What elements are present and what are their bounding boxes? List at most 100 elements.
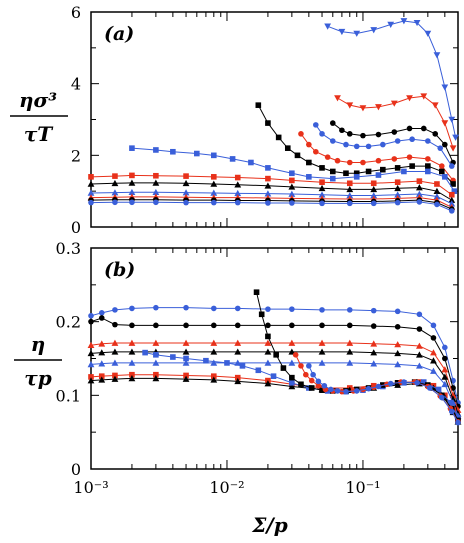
data-point-a-6: [442, 174, 448, 180]
data-point-b-1: [153, 322, 159, 329]
data-point-a-0: [338, 28, 346, 36]
data-point-a-12: [112, 199, 118, 206]
data-point-a-2: [346, 131, 353, 137]
data-point-b-6: [98, 376, 106, 383]
data-point-b-1: [394, 324, 401, 330]
data-point-a-3: [353, 143, 360, 150]
data-point-b-2: [128, 339, 136, 346]
data-point-a-4: [334, 157, 341, 164]
data-point-a-7: [211, 174, 217, 180]
series-layer-a: [87, 18, 459, 214]
data-point-a-1: [449, 145, 457, 152]
data-point-b-10: [365, 385, 372, 392]
data-point-b-7: [306, 385, 312, 391]
data-point-b-2: [210, 339, 218, 346]
data-point-b-2: [288, 339, 296, 346]
series-a-6: [129, 145, 458, 194]
data-point-b-10: [310, 371, 316, 378]
data-point-a-6: [353, 174, 360, 180]
data-point-a-2: [329, 120, 336, 126]
data-point-a-9: [182, 189, 190, 196]
data-point-b-0: [289, 306, 295, 312]
data-point-b-3: [346, 348, 354, 355]
data-point-a-4: [391, 156, 398, 162]
data-point-a-12: [153, 199, 159, 206]
data-point-b-3: [318, 348, 326, 355]
data-point-b-9: [315, 382, 322, 389]
data-point-b-4: [152, 359, 160, 366]
data-point-b-6: [152, 374, 160, 382]
series-b-1: [88, 315, 461, 410]
data-point-b-5: [153, 371, 159, 378]
data-point-b-3: [98, 349, 106, 356]
y-tick-label-b: 0.3: [56, 239, 81, 258]
data-point-a-7: [370, 180, 377, 187]
data-point-b-10: [426, 385, 433, 391]
series-line-b-1: [90, 317, 459, 407]
data-point-b-3: [182, 348, 190, 355]
data-point-b-0: [370, 307, 377, 314]
series-a-7: [88, 172, 455, 198]
data-point-a-4: [313, 148, 319, 155]
data-point-a-2: [406, 125, 413, 132]
data-point-a-12: [416, 199, 423, 205]
data-point-a-4: [306, 141, 312, 148]
data-point-b-3: [415, 351, 423, 358]
data-point-a-5: [409, 163, 415, 169]
data-point-b-10: [448, 408, 455, 415]
data-point-a-2: [375, 131, 382, 138]
data-point-b-0: [394, 308, 401, 315]
data-point-a-3: [329, 138, 336, 144]
data-point-b-0: [346, 307, 353, 313]
data-point-b-6: [264, 380, 272, 387]
data-point-b-5: [183, 372, 189, 379]
data-point-a-7: [153, 172, 159, 179]
data-point-b-1: [234, 322, 241, 329]
data-point-b-6: [234, 377, 242, 385]
y-axis-label-a-numerator: ησ³: [19, 88, 57, 112]
data-point-b-10: [306, 363, 312, 369]
data-point-a-8: [318, 184, 326, 192]
data-point-a-9: [87, 189, 95, 196]
data-point-a-2: [391, 129, 398, 135]
data-point-b-4: [264, 359, 272, 366]
data-point-a-6: [153, 147, 159, 153]
data-point-a-8: [87, 180, 95, 187]
panel-b: 10⁻³ 10⁻² 10⁻¹ 0 0.1 0.2 0.3 (b) η τp Σ/p: [14, 239, 462, 537]
data-point-a-2: [442, 141, 448, 148]
data-point-a-12: [265, 200, 271, 206]
data-point-b-8: [265, 333, 271, 340]
data-point-b-3: [111, 348, 119, 355]
data-point-a-7: [129, 172, 135, 179]
data-point-b-7: [153, 352, 159, 358]
data-point-b-5: [234, 374, 241, 381]
data-point-a-6: [306, 174, 312, 180]
data-point-b-8: [319, 387, 325, 393]
data-point-a-6: [265, 165, 271, 171]
data-point-a-1: [431, 102, 439, 109]
plot-area-b: [90, 247, 459, 470]
data-point-a-5: [294, 152, 301, 159]
data-point-b-1: [129, 322, 135, 329]
data-point-a-5: [425, 163, 431, 169]
data-point-b-4: [182, 359, 190, 366]
data-point-a-7: [289, 177, 295, 184]
data-point-a-5: [450, 181, 456, 187]
data-point-b-8: [289, 374, 295, 381]
data-point-a-7: [416, 178, 423, 184]
data-point-a-9: [128, 188, 136, 196]
data-point-a-8: [288, 183, 296, 190]
y-axis-label-b-numerator: η: [31, 332, 46, 356]
data-point-a-5: [306, 159, 312, 166]
data-point-b-8: [280, 365, 287, 371]
data-point-b-5: [98, 373, 105, 379]
data-point-a-12: [319, 200, 325, 207]
data-point-a-0: [448, 116, 456, 123]
data-point-a-4: [346, 159, 353, 166]
data-point-a-6: [248, 159, 254, 166]
data-point-a-5: [275, 134, 282, 141]
data-point-a-5: [329, 168, 336, 175]
data-point-a-8: [210, 180, 218, 187]
data-point-b-7: [435, 386, 442, 393]
data-point-b-0: [416, 311, 423, 318]
